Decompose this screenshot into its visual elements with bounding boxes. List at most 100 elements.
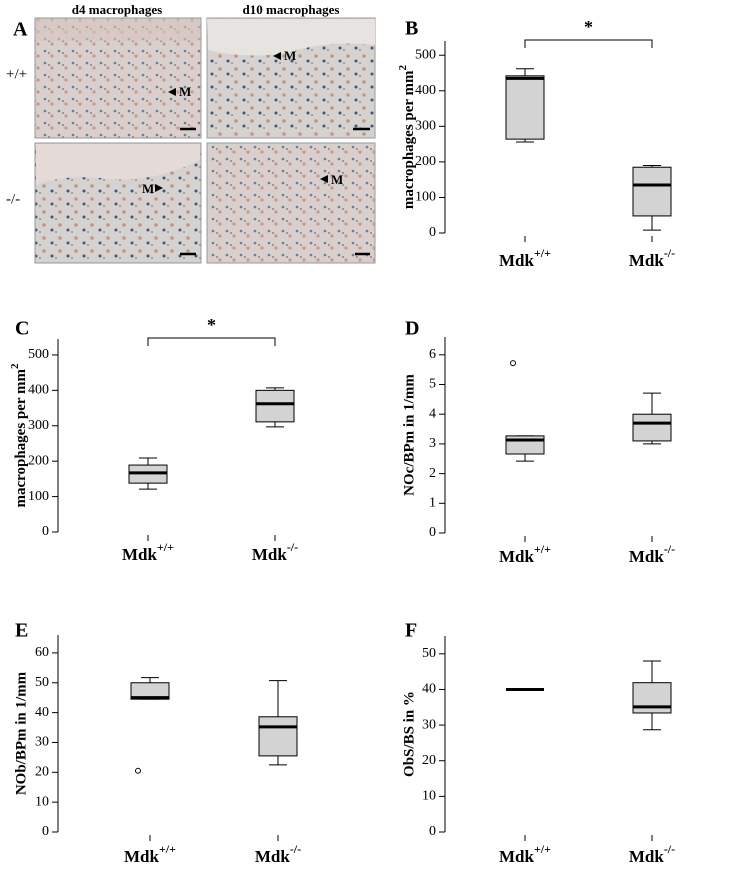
significance-bracket [147, 337, 276, 346]
arrowhead [155, 184, 163, 192]
outlier [135, 767, 141, 774]
x-tick-label: Mdk-/- [255, 842, 301, 866]
y-axis-label-text: macrophages per mm [401, 70, 417, 209]
row-label: +/+ [6, 66, 27, 82]
y-tick-label: 40 [422, 682, 436, 697]
box [632, 166, 672, 217]
box [255, 389, 295, 423]
x-tick-label-sup: +/+ [157, 540, 174, 554]
x-tick-label-sup: +/+ [534, 842, 551, 856]
y-tick-label: 0 [42, 524, 49, 539]
outlier [510, 360, 516, 367]
panel-label: C [15, 318, 29, 340]
micrograph [206, 142, 376, 264]
x-tick-label-base: Mdk [252, 545, 288, 564]
y-tick-label: 300 [415, 119, 436, 134]
x-tick-label: Mdk+/+ [499, 542, 551, 566]
x-tick-label-sup: -/- [664, 542, 675, 556]
x-tick-label: Mdk+/+ [499, 246, 551, 270]
marker-label: M [284, 48, 296, 63]
x-tick-label-sup: -/- [664, 842, 675, 856]
y-tick-label: 100 [28, 489, 49, 504]
y-tick-label: 500 [415, 47, 436, 62]
y-tick-label: 10 [35, 794, 49, 809]
y-tick-label: 200 [415, 154, 436, 169]
y-axis-label: macrophages per mm2 [397, 64, 418, 209]
y-axis-label: ObS/BS in % [401, 691, 417, 777]
panel-label: D [405, 318, 419, 340]
y-tick-label: 0 [429, 525, 436, 540]
y-tick-label: 300 [28, 418, 49, 433]
x-tick-label-base: Mdk [629, 547, 665, 566]
significance-bracket [524, 39, 653, 48]
arrowhead [273, 52, 281, 60]
y-tick-label: 0 [42, 824, 49, 839]
y-tick-label: 3 [429, 436, 436, 451]
y-tick-label: 2 [429, 466, 436, 481]
x-tick-label: Mdk-/- [252, 540, 298, 564]
y-tick-label: 20 [422, 753, 436, 768]
column-label: d4 macrophages [72, 2, 162, 17]
tissue-region [36, 19, 200, 41]
y-axis-label-sup: 2 [397, 64, 409, 70]
y-axis-label-text: macrophages per mm [13, 368, 29, 507]
y-tick-label: 400 [415, 83, 436, 98]
y-axis-label-sup: 2 [9, 363, 21, 369]
y-tick-label: 20 [35, 765, 49, 780]
arrowhead [168, 88, 176, 96]
panel-label: A [13, 19, 28, 41]
y-axis-label: NOc/BPm in 1/mm [401, 374, 417, 496]
x-tick-label-base: Mdk [499, 251, 535, 270]
column-label: d10 macrophages [243, 2, 340, 17]
y-axis-label: NOb/BPm in 1/mm [13, 671, 29, 795]
x-tick-label-base: Mdk [124, 847, 160, 866]
panel-label: F [405, 620, 417, 642]
x-tick-label-sup: +/+ [159, 842, 176, 856]
y-tick-label: 0 [429, 824, 436, 839]
x-tick-label-sup: +/+ [534, 246, 551, 260]
x-tick-label-base: Mdk [122, 545, 158, 564]
x-tick-label-sup: -/- [290, 842, 301, 856]
x-tick-label-sup: -/- [287, 540, 298, 554]
x-tick-label: Mdk-/- [629, 542, 675, 566]
arrowhead [320, 175, 328, 183]
panel-label: E [15, 620, 28, 642]
box [632, 682, 672, 714]
y-tick-label: 100 [415, 190, 436, 205]
significance-label: * [207, 315, 216, 335]
x-tick-label: Mdk-/- [629, 842, 675, 866]
y-tick-label: 5 [429, 377, 436, 392]
box [258, 716, 298, 757]
x-tick-label: Mdk+/+ [124, 842, 176, 866]
y-tick-label: 30 [422, 717, 436, 732]
marker-label: M [179, 84, 191, 99]
x-tick-label-base: Mdk [629, 251, 665, 270]
x-tick-label: Mdk+/+ [122, 540, 174, 564]
y-tick-label: 1 [429, 496, 436, 511]
significance-label: * [584, 17, 593, 37]
x-tick-label: Mdk+/+ [499, 842, 551, 866]
y-tick-label: 400 [28, 383, 49, 398]
x-tick-label-base: Mdk [255, 847, 291, 866]
y-tick-label: 200 [28, 453, 49, 468]
y-tick-label: 40 [35, 705, 49, 720]
box [505, 75, 545, 140]
y-tick-label: 0 [429, 225, 436, 240]
x-tick-label-base: Mdk [629, 847, 665, 866]
y-tick-label: 50 [35, 675, 49, 690]
y-tick-label: 30 [35, 735, 49, 750]
tissue-region [36, 144, 200, 185]
marker-label: M [142, 181, 154, 196]
marker-label: M [331, 172, 343, 187]
x-tick-label-base: Mdk [499, 547, 535, 566]
x-tick-label-base: Mdk [499, 847, 535, 866]
y-axis-label: macrophages per mm2 [9, 363, 30, 508]
x-tick-label-sup: +/+ [534, 542, 551, 556]
panel-label: B [405, 18, 418, 40]
x-tick-label: Mdk-/- [629, 246, 675, 270]
x-tick-label-sup: -/- [664, 246, 675, 260]
y-tick-label: 4 [429, 406, 436, 421]
y-tick-label: 60 [35, 645, 49, 660]
y-tick-label: 500 [28, 347, 49, 362]
